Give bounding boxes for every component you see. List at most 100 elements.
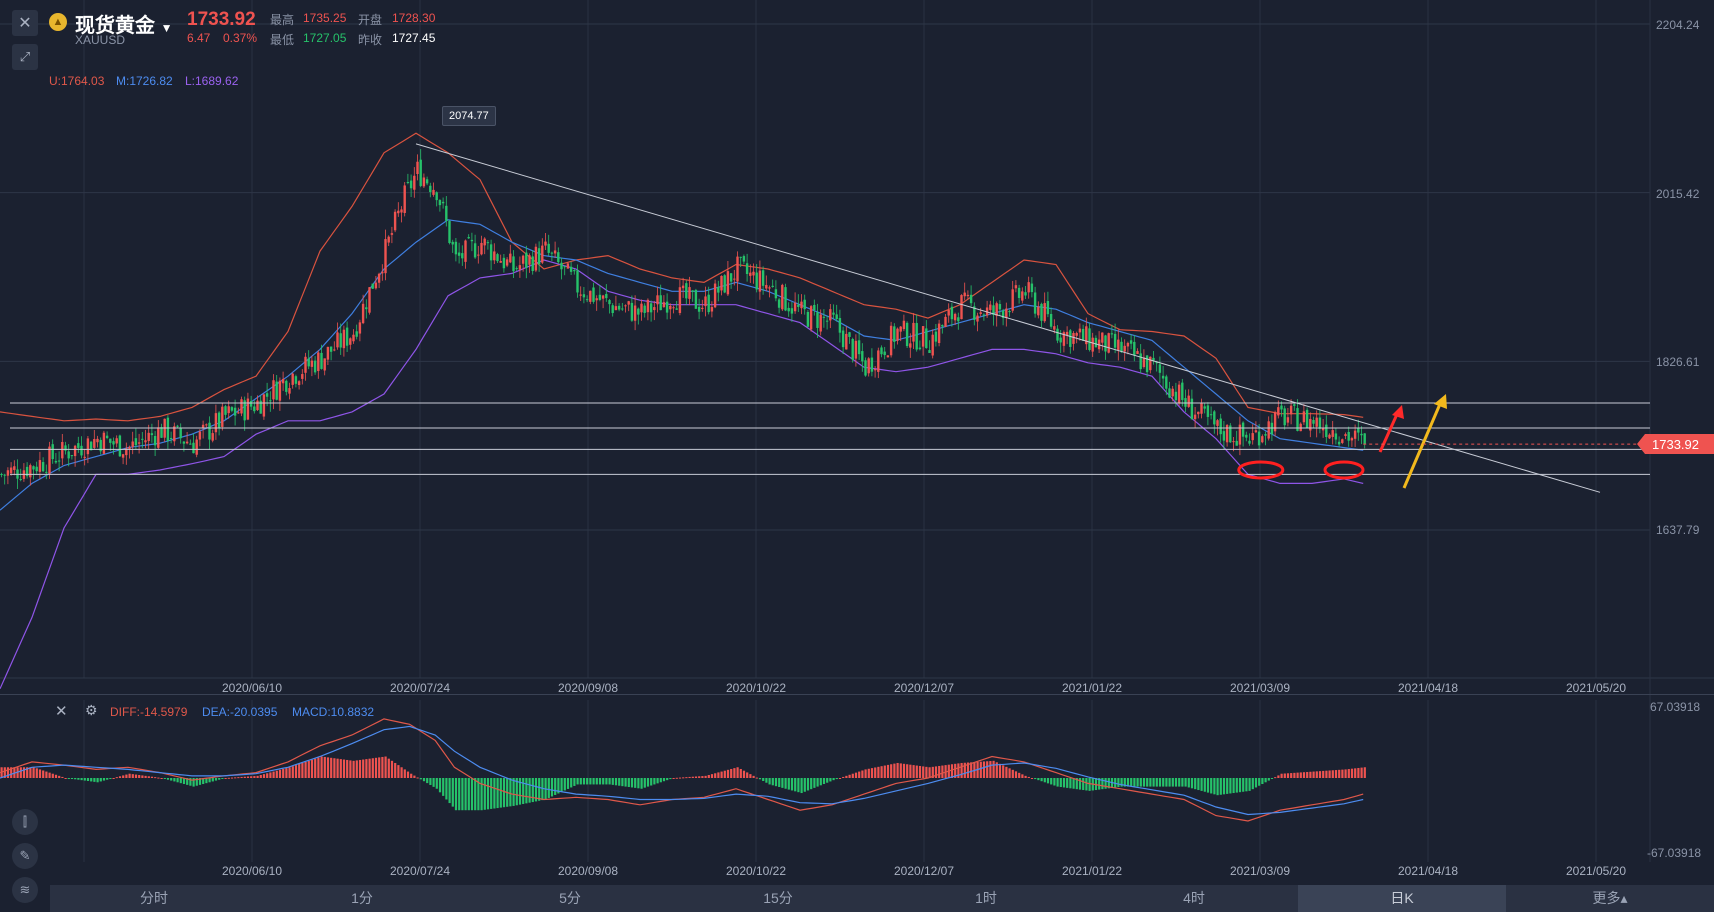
tab-5min[interactable]: 5分 (559, 890, 581, 906)
candle-body (995, 303, 998, 316)
chevron-down-icon[interactable]: ▼ (160, 21, 173, 35)
candle-body (579, 294, 582, 296)
candle-body (1289, 405, 1293, 415)
instrument-name[interactable]: 现货黄金 ▼ (75, 9, 172, 38)
candle-body (1299, 423, 1302, 432)
macd-histogram-bar (61, 776, 64, 778)
macd-histogram-bar (1258, 778, 1261, 786)
macd-histogram-bar (387, 758, 390, 778)
candle-body (877, 350, 880, 372)
candle-body (473, 243, 477, 258)
macd-histogram-bar (1018, 772, 1021, 778)
macd-histogram-bar (259, 774, 262, 778)
macd-histogram-bar (1008, 768, 1011, 778)
candle-body (1360, 433, 1363, 436)
candle-body (1107, 333, 1110, 353)
macd-histogram-bar (813, 778, 816, 788)
macd-histogram-bar (803, 778, 806, 792)
macd-histogram-bar (67, 778, 70, 779)
candle-body (797, 304, 800, 307)
candle-body (461, 253, 464, 259)
macd-histogram-bar (1101, 778, 1104, 790)
macd-histogram-bar (1050, 778, 1053, 785)
macd-histogram-bar (195, 778, 198, 786)
macd-histogram-bar (202, 778, 205, 785)
candle-body (595, 298, 598, 301)
candle-body (1117, 339, 1120, 351)
candle-body (307, 358, 310, 367)
macd-histogram-bar (630, 778, 634, 788)
macd-histogram-bar (390, 760, 394, 778)
candle-body (713, 283, 717, 308)
tab-more[interactable]: 更多▴ (1592, 890, 1628, 906)
high-label: 最高 (270, 13, 295, 27)
x-tick-label: 2020/12/07 (893, 864, 955, 878)
indicator-icon[interactable]: ≋ (12, 877, 38, 903)
candle-body (64, 445, 67, 451)
candle-body (448, 220, 451, 243)
macd-histogram-bar (1162, 778, 1165, 787)
macd-histogram-bar (704, 775, 707, 778)
x-tick-label: 2021/05/20 (1565, 864, 1627, 878)
candle-body (352, 334, 355, 342)
macd-histogram-bar (662, 778, 666, 782)
pencil-icon[interactable]: ✎ (12, 843, 38, 869)
tab-15min[interactable]: 15分 (763, 890, 793, 906)
candle-body (1293, 404, 1296, 406)
candle-body (870, 357, 874, 372)
candle-body (1126, 342, 1130, 347)
settings-icon[interactable]: ⚙ (85, 702, 98, 718)
x-tick-label: 2020/06/10 (221, 864, 283, 878)
tab-1hour[interactable]: 1时 (975, 890, 997, 906)
macd-histogram-bar (867, 768, 870, 778)
candle-body (413, 175, 416, 190)
candle-body (1043, 303, 1046, 322)
candle-body (1184, 398, 1187, 407)
macd-histogram-bar (515, 778, 518, 806)
macd-histogram-bar (1168, 778, 1171, 787)
macd-histogram-bar (294, 765, 298, 778)
macd-histogram-bar (83, 778, 86, 781)
macd-histogram-bar (1286, 773, 1290, 778)
macd-histogram-bar (822, 778, 826, 785)
candle-body (733, 278, 736, 280)
tab-4hour[interactable]: 4时 (1183, 890, 1205, 906)
close-icon[interactable]: ✕ (12, 10, 38, 36)
candle-body (400, 209, 403, 213)
high-value: 1735.25 (303, 11, 347, 25)
expand-icon[interactable]: ⤢ (12, 44, 38, 70)
tab-1min[interactable]: 1分 (351, 890, 373, 906)
macd-histogram-bar (1216, 778, 1219, 796)
candle-body (1309, 418, 1312, 431)
macd-histogram-bar (1184, 778, 1187, 787)
macd-histogram-bar (528, 778, 531, 803)
macd-histogram-bar (186, 778, 189, 785)
macd-histogram-bar (6, 767, 10, 778)
candle-body (358, 322, 362, 334)
candle-body (128, 446, 131, 449)
candle-body (323, 358, 326, 371)
candle-body (384, 239, 387, 274)
candle-body (326, 346, 330, 360)
macd-histogram-bar (1005, 766, 1008, 778)
macd-histogram-bar (646, 778, 650, 787)
candle-body (1206, 405, 1210, 417)
candle-body (1197, 411, 1200, 415)
candle-body (781, 284, 784, 310)
candle-body (624, 305, 627, 307)
tab-daily[interactable]: 日K (1298, 885, 1506, 912)
tab-intraday[interactable]: 分时 (140, 890, 168, 906)
candle-body (214, 413, 218, 433)
macd-histogram-bar (963, 762, 966, 778)
macd-histogram-bar (109, 778, 112, 779)
candle-body (221, 406, 224, 427)
macd-histogram-bar (627, 778, 630, 788)
candle-body (502, 257, 506, 269)
macd-histogram-bar (221, 778, 224, 779)
macd-histogram-bar (371, 758, 374, 778)
macd-histogram-bar (1219, 778, 1222, 795)
candle-body (953, 313, 957, 321)
close-indicator-icon[interactable]: ✕ (55, 703, 68, 720)
candlestick-icon[interactable]: ⫿ (12, 809, 38, 835)
